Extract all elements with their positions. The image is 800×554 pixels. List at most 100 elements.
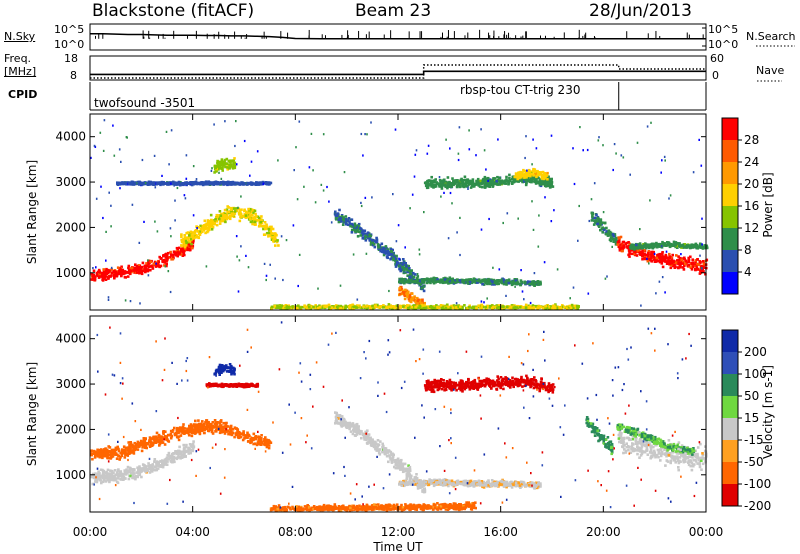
data-cell: [682, 268, 686, 271]
noise-cell: [427, 144, 430, 147]
data-cell: [540, 176, 544, 180]
data-cell: [451, 177, 454, 180]
data-cell: [533, 284, 536, 287]
data-cell: [541, 170, 545, 174]
data-cell: [231, 213, 235, 216]
data-cell: [467, 305, 471, 309]
data-cell: [137, 183, 141, 186]
data-cell: [192, 181, 195, 185]
data-cell: [339, 220, 343, 223]
data-cell: [654, 258, 657, 262]
noise-cell: [590, 198, 593, 201]
data-cell: [675, 254, 678, 257]
noise-cell: [497, 138, 499, 141]
noise-cell: [107, 296, 110, 299]
data-cell: [518, 175, 522, 179]
data-cell: [272, 239, 275, 242]
data-cell: [212, 182, 216, 186]
data-cell: [447, 282, 450, 285]
data-cell: [617, 236, 620, 239]
data-cell: [375, 241, 379, 244]
data-cell: [669, 259, 673, 263]
data-cell: [375, 238, 379, 242]
data-cell: [504, 179, 507, 182]
data-cell: [273, 232, 276, 235]
data-cell: [350, 222, 353, 226]
data-cell: [390, 255, 394, 258]
data-cell: [524, 178, 527, 182]
nsky-spikes: [95, 29, 704, 39]
noise-cell: [569, 297, 571, 300]
noise-cell: [544, 196, 546, 199]
data-cell: [476, 177, 480, 181]
data-cell: [464, 181, 468, 184]
data-cell: [544, 181, 548, 185]
data-cell: [219, 219, 222, 223]
data-cell: [187, 238, 190, 242]
data-cell: [531, 283, 535, 286]
data-cell: [672, 243, 676, 247]
noise-cell: [250, 160, 253, 163]
data-cell: [519, 283, 522, 287]
noise-cell: [457, 158, 460, 162]
data-cell: [260, 218, 263, 222]
data-cell: [384, 245, 388, 248]
noise-cell: [356, 298, 359, 301]
data-cell: [438, 185, 441, 188]
noise-cell: [92, 267, 94, 270]
data-cell: [210, 228, 214, 231]
data-cell: [491, 280, 494, 283]
noise-cell: [578, 204, 580, 208]
data-cell: [101, 272, 105, 275]
data-cell: [653, 260, 657, 263]
data-cell: [255, 215, 258, 218]
data-cell: [651, 253, 654, 256]
noise-cell: [663, 155, 666, 158]
data-cell: [215, 213, 219, 217]
data-cell: [361, 229, 365, 232]
nave-line: [90, 64, 706, 79]
data-cell: [238, 210, 241, 213]
data-cell: [414, 305, 417, 309]
data-cell: [260, 224, 264, 228]
data-cell: [188, 236, 191, 239]
data-cell: [535, 178, 538, 182]
data-cell: [165, 262, 168, 266]
noise-cell: [139, 302, 141, 305]
data-cell: [547, 183, 550, 187]
data-cell: [417, 298, 420, 302]
data-cell: [103, 277, 106, 280]
noise-cell: [195, 178, 198, 181]
data-cell: [606, 234, 610, 237]
data-cell: [442, 277, 445, 280]
data-cell: [206, 181, 209, 185]
data-cell: [408, 267, 411, 270]
data-cell: [144, 268, 147, 272]
data-cell: [514, 179, 518, 182]
data-cell: [628, 242, 631, 246]
data-cell: [429, 184, 432, 187]
data-cell: [527, 173, 530, 176]
noise-cell: [418, 253, 421, 256]
noise-cell: [314, 201, 317, 204]
data-cell: [262, 227, 265, 231]
data-cell: [389, 248, 393, 251]
data-cell: [169, 250, 172, 254]
data-cell: [491, 182, 494, 186]
data-cell: [678, 264, 682, 267]
data-cell: [140, 265, 144, 269]
data-cell: [409, 271, 412, 274]
data-cell: [479, 179, 482, 183]
data-cell: [451, 306, 455, 310]
data-cell: [423, 301, 426, 305]
data-cell: [678, 256, 682, 260]
data-cell: [591, 214, 594, 217]
data-cell: [414, 273, 417, 276]
data-cell: [158, 265, 162, 269]
data-cell: [183, 245, 187, 249]
data-cell: [162, 254, 165, 258]
data-cell: [535, 281, 538, 285]
data-cell: [155, 467, 158, 471]
data-cell: [386, 249, 390, 253]
data-cell: [270, 225, 273, 229]
